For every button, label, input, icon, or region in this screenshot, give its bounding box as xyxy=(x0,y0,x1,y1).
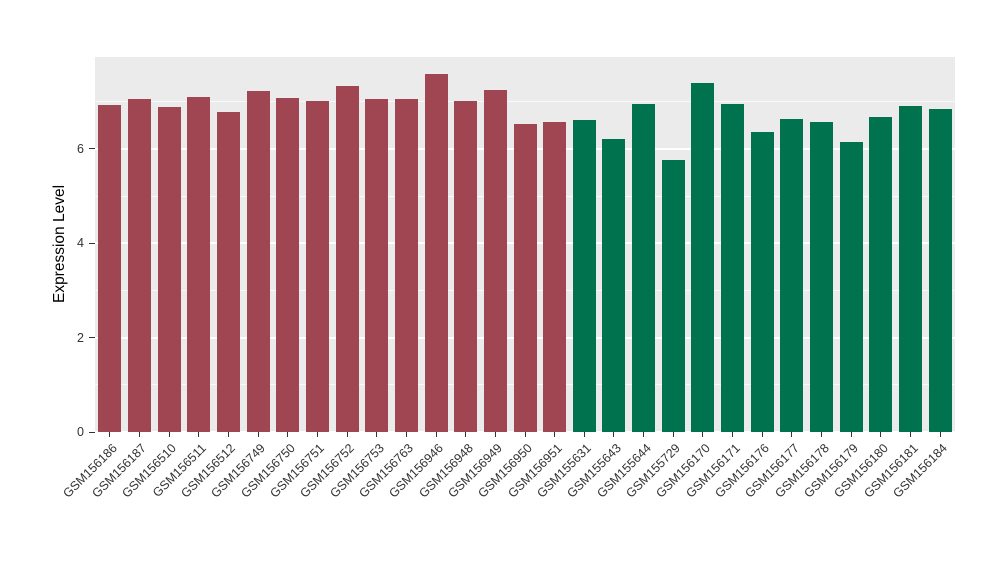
bar xyxy=(543,122,567,432)
bar xyxy=(810,122,834,432)
bar xyxy=(691,83,715,432)
x-tick-mark xyxy=(554,432,556,437)
bar xyxy=(602,138,626,432)
x-tick-mark xyxy=(613,432,615,437)
x-tick-mark xyxy=(761,432,763,437)
bar xyxy=(187,96,211,432)
bar xyxy=(454,100,478,432)
bar xyxy=(869,117,893,432)
bar xyxy=(750,132,774,432)
y-tick-label: 4 xyxy=(77,236,84,251)
bar xyxy=(928,108,952,432)
bar xyxy=(276,97,300,432)
bar xyxy=(780,119,804,432)
plot-panel xyxy=(95,57,955,432)
bar xyxy=(572,120,596,432)
bar xyxy=(661,160,685,432)
y-tick-mark xyxy=(89,148,95,150)
bar xyxy=(483,89,507,432)
x-tick-mark xyxy=(910,432,912,437)
x-tick-mark xyxy=(583,432,585,437)
x-tick-mark xyxy=(494,432,496,437)
bar xyxy=(424,73,448,432)
bar xyxy=(157,107,181,432)
bar xyxy=(513,124,537,432)
bar xyxy=(305,100,329,432)
x-tick-mark xyxy=(346,432,348,437)
x-tick-mark xyxy=(257,432,259,437)
bar xyxy=(127,98,151,432)
gridline-minor xyxy=(95,101,955,103)
x-tick-mark xyxy=(672,432,674,437)
x-tick-mark xyxy=(850,432,852,437)
bar xyxy=(394,98,418,432)
x-tick-mark xyxy=(198,432,200,437)
bar xyxy=(721,103,745,432)
bar xyxy=(335,86,359,432)
x-tick-mark xyxy=(939,432,941,437)
bar xyxy=(246,91,270,432)
bar xyxy=(216,112,240,432)
x-tick-mark xyxy=(138,432,140,437)
y-tick-label: 0 xyxy=(77,425,84,439)
y-tick-label: 6 xyxy=(77,141,84,156)
x-tick-mark xyxy=(880,432,882,437)
x-tick-mark xyxy=(287,432,289,437)
y-tick-label: 2 xyxy=(77,330,84,345)
x-tick-mark xyxy=(435,432,437,437)
x-tick-mark xyxy=(643,432,645,437)
x-tick-mark xyxy=(227,432,229,437)
x-tick-mark xyxy=(376,432,378,437)
y-tick-mark xyxy=(89,242,95,244)
x-tick-mark xyxy=(316,432,318,437)
x-tick-mark xyxy=(524,432,526,437)
x-tick-mark xyxy=(821,432,823,437)
x-tick-mark xyxy=(168,432,170,437)
bar xyxy=(632,103,656,432)
x-tick-mark xyxy=(732,432,734,437)
x-tick-mark xyxy=(791,432,793,437)
y-tick-mark xyxy=(89,431,95,433)
bar xyxy=(839,141,863,432)
bar xyxy=(365,98,389,432)
x-tick-mark xyxy=(702,432,704,437)
x-tick-mark xyxy=(405,432,407,437)
y-tick-mark xyxy=(89,337,95,339)
x-tick-mark xyxy=(109,432,111,437)
bar xyxy=(98,105,122,432)
x-tick-mark xyxy=(465,432,467,437)
bar xyxy=(899,106,923,432)
